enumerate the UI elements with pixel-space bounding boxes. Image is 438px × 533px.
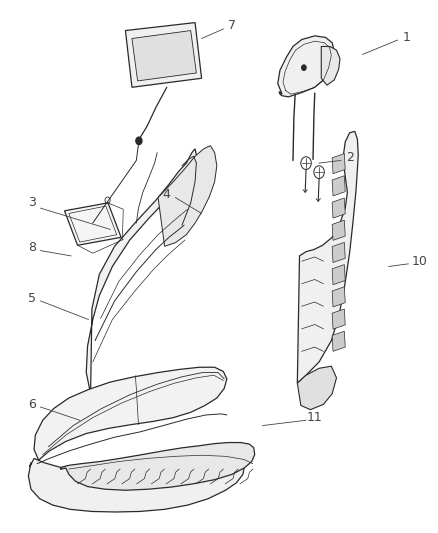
Polygon shape	[332, 331, 345, 351]
Text: 10: 10	[411, 255, 427, 268]
Polygon shape	[125, 22, 201, 87]
Polygon shape	[132, 30, 196, 81]
Polygon shape	[34, 367, 227, 463]
Polygon shape	[332, 264, 345, 285]
Polygon shape	[332, 198, 345, 218]
Circle shape	[136, 137, 142, 144]
Polygon shape	[332, 243, 345, 263]
Polygon shape	[60, 442, 254, 490]
Polygon shape	[297, 366, 336, 410]
Polygon shape	[332, 287, 345, 307]
Text: 1: 1	[402, 31, 410, 44]
Polygon shape	[332, 176, 345, 196]
Text: 11: 11	[307, 411, 323, 424]
Text: 6: 6	[28, 398, 36, 411]
Text: 2: 2	[346, 151, 353, 164]
Polygon shape	[332, 220, 345, 240]
Polygon shape	[297, 131, 358, 383]
Polygon shape	[28, 458, 244, 512]
Polygon shape	[86, 149, 196, 394]
Text: 8: 8	[28, 241, 36, 254]
Polygon shape	[158, 146, 217, 246]
Polygon shape	[332, 154, 345, 174]
Polygon shape	[64, 203, 121, 245]
Text: 4: 4	[163, 189, 171, 201]
Text: 5: 5	[28, 292, 36, 305]
Text: 3: 3	[28, 196, 36, 209]
Polygon shape	[332, 309, 345, 329]
Polygon shape	[321, 46, 340, 85]
Polygon shape	[278, 36, 334, 97]
Circle shape	[302, 65, 306, 70]
Text: 7: 7	[228, 19, 236, 32]
